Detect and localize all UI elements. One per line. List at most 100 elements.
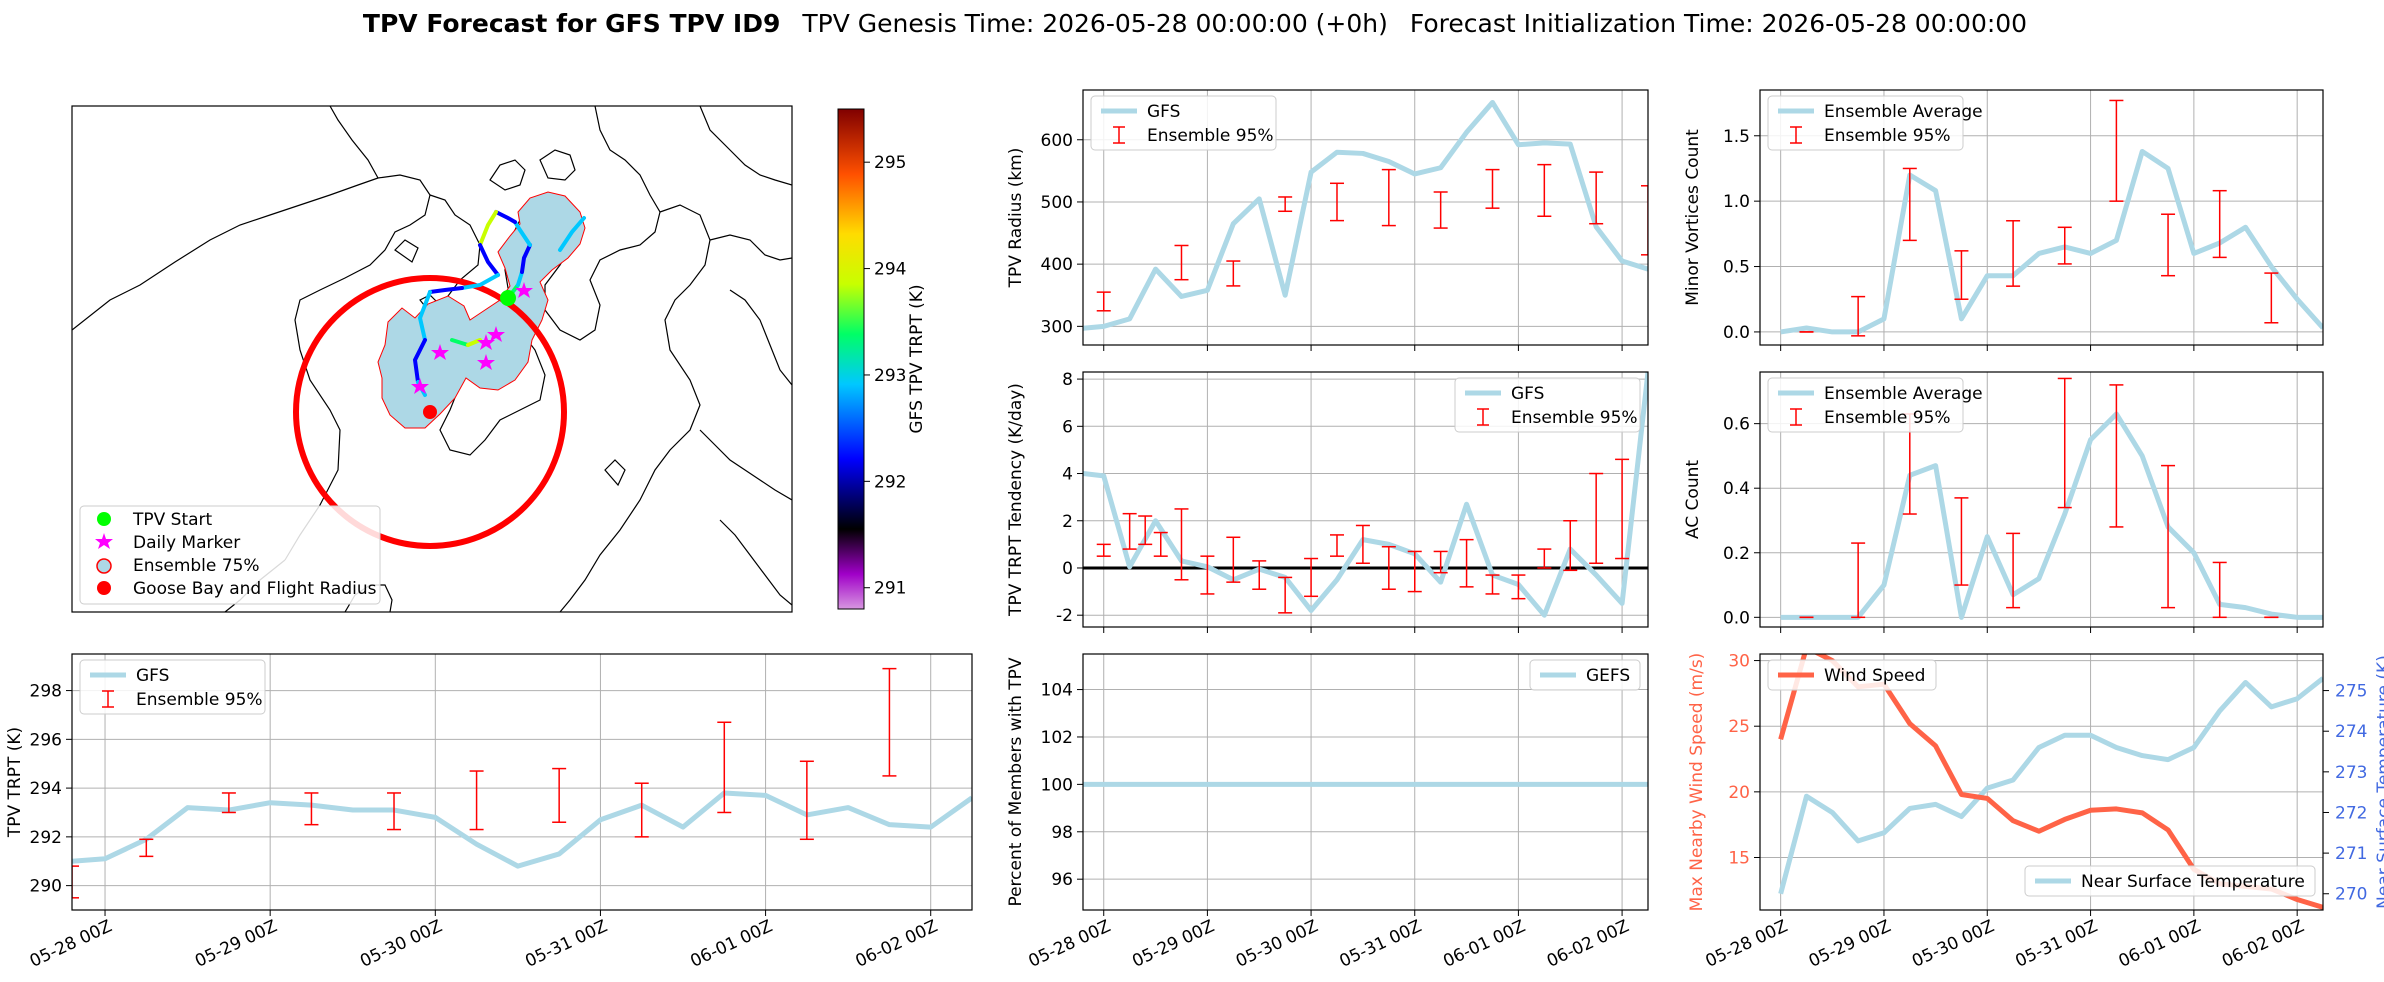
legend-box (1767, 659, 1937, 691)
y-tick-label: 296 (30, 730, 62, 750)
daily-markers (411, 282, 533, 394)
y-tick-label: 0.5 (1723, 258, 1750, 278)
colorbar-tick-label: 295 (874, 153, 906, 173)
x-tick-label: 05-31 00Z (1337, 916, 1425, 971)
x-tick-label: 05-30 00Z (1909, 916, 1997, 971)
y-tick-label: 100 (1041, 775, 1073, 795)
y-tick-label: 298 (30, 682, 62, 702)
legend: GEFS (1529, 659, 1641, 691)
map-legend-box (79, 505, 381, 605)
plot-area (1780, 377, 2323, 620)
title-genesis: TPV Genesis Time: 2026-05-28 00:00:00 (+… (801, 9, 1388, 38)
y-tick-label: 30 (1728, 652, 1750, 672)
legend-tpv-start: TPV Start (132, 510, 213, 530)
tpv-start-marker (500, 290, 516, 306)
axes-frame (1759, 89, 2324, 346)
series-line (1780, 411, 2323, 620)
y-axis-label: TPV TRPT Tendency (K/day) (1006, 383, 1026, 617)
x-tick-label: 05-31 00Z (522, 916, 610, 971)
legend-wind: Wind Speed (1824, 666, 1925, 686)
series-line (72, 790, 972, 869)
y-tick-label: -2 (1056, 606, 1073, 626)
y-tick-label: 292 (30, 828, 62, 848)
axes-frame (1082, 89, 1649, 346)
legend-ensemble: Ensemble 95% (1824, 126, 1951, 146)
ensemble-75-shape (377, 191, 586, 429)
y-tick-label: 0.6 (1723, 415, 1750, 435)
title-bold: TPV Forecast for GFS TPV ID9 (363, 9, 780, 38)
axes-frame (1082, 653, 1649, 911)
chart-trpt: 290 292 294 296 298 TPV TRPT (K) 05-28 00Z 05-2… (5, 653, 973, 972)
legend-box (1767, 377, 1964, 433)
y-tick-label: 500 (1041, 193, 1073, 213)
x-tick-label: 05-30 00Z (1233, 916, 1321, 971)
x-tick-label: 06-01 00Z (1440, 916, 1528, 971)
y-tick-label: 6 (1062, 417, 1073, 437)
chart-radius: 300 400 500 600 TPV Radius (km) GFS Ensemble 9… (1006, 89, 1649, 351)
legend-box (2024, 865, 2316, 897)
legend: GFS Ensemble 95% (1090, 95, 1277, 151)
y-tick-label: 1.0 (1723, 192, 1750, 212)
y-tick-label: 0.0 (1723, 323, 1750, 343)
chart-trpt_tend: -2 0 2 4 6 8 TPV TRPT Tendency (K/day) GFS Ensem… (1006, 370, 1649, 633)
y-tick-label: 20 (1728, 783, 1750, 803)
chart-minor: 0.0 0.5 1.0 1.5 Minor Vortices Count Ensemble… (1683, 89, 2324, 351)
y-axis-label: Percent of Members with TPV (1006, 657, 1026, 906)
legend-box (1767, 95, 1964, 151)
legend: GFS Ensemble 95% (79, 659, 266, 715)
x-tick-label: 05-29 00Z (1806, 916, 1894, 971)
legend-series: GEFS (1586, 666, 1630, 686)
y-tick-label: 8 (1062, 370, 1073, 390)
y-tick-label: 0.2 (1723, 544, 1750, 564)
x-tick-label: 05-30 00Z (357, 916, 445, 971)
legend-ensemble: Ensemble 95% (1147, 126, 1274, 146)
y2-axis-label: Near Surface Temperature (K) (2374, 655, 2384, 909)
legend-daily-marker-icon (95, 533, 113, 549)
plot-area (1083, 99, 1648, 331)
y-axis-label: TPV TRPT (K) (5, 727, 25, 838)
daily-marker (431, 344, 449, 360)
y-tick-label: 1.5 (1723, 127, 1750, 147)
legend-series: GFS (1511, 384, 1544, 404)
legend-box (79, 659, 266, 715)
series-line (1780, 148, 2323, 335)
y2-tick-label: 271 (2335, 844, 2367, 864)
legend-series: GFS (136, 666, 169, 686)
daily-marker (515, 282, 533, 298)
y2-tick-label: 272 (2335, 803, 2367, 823)
flight-radius-circle (293, 275, 567, 549)
x-tick-label: 05-29 00Z (1129, 916, 1217, 971)
y-tick-label: 0.4 (1723, 479, 1750, 499)
x-tick-label: 05-31 00Z (2012, 916, 2100, 971)
colorbar: 291 292 293 294 295 GFS TPV TRPT (K) (837, 108, 927, 610)
temperature-line (1778, 676, 2323, 895)
legend-box (1454, 377, 1641, 433)
plot-area (72, 667, 972, 899)
legend-daily-marker: Daily Marker (133, 533, 240, 553)
legend-ensemble: Ensemble 95% (1824, 408, 1951, 428)
series-line (1083, 99, 1648, 331)
title-init: Forecast Initialization Time: 2026-05-28… (1410, 9, 2027, 38)
x-tick-label: 06-01 00Z (2116, 916, 2204, 971)
legend-series: Ensemble Average (1824, 102, 1983, 122)
map-panel: TPV Start Daily Marker Ensemble 75% Goos… (71, 105, 927, 613)
axes-frame (1759, 653, 2324, 911)
chart-percent: 96 98 100 102 104 Percent of Members with TPV… (1006, 653, 1649, 972)
map-legend: TPV Start Daily Marker Ensemble 75% Goos… (79, 505, 381, 605)
y-tick-label: 104 (1041, 681, 1073, 701)
legend-box (1090, 95, 1277, 151)
y-axis-label: TPV Radius (km) (1006, 148, 1026, 289)
y2-tick-label: 274 (2335, 722, 2367, 742)
y-tick-label: 102 (1041, 728, 1073, 748)
y-tick-label: 98 (1051, 823, 1073, 843)
figure-title: TPV Forecast for GFS TPV ID9 TPV Genesis … (363, 9, 2027, 38)
y-tick-label: 15 (1728, 848, 1750, 868)
y-tick-label: 300 (1041, 317, 1073, 337)
colorbar-tick-label: 292 (874, 472, 906, 492)
y2-tick-label: 275 (2335, 682, 2367, 702)
x-tick-label: 05-28 00Z (1026, 916, 1114, 971)
plot-area (1083, 372, 1648, 618)
daily-marker (477, 334, 495, 350)
x-tick-label: 05-29 00Z (192, 916, 280, 971)
